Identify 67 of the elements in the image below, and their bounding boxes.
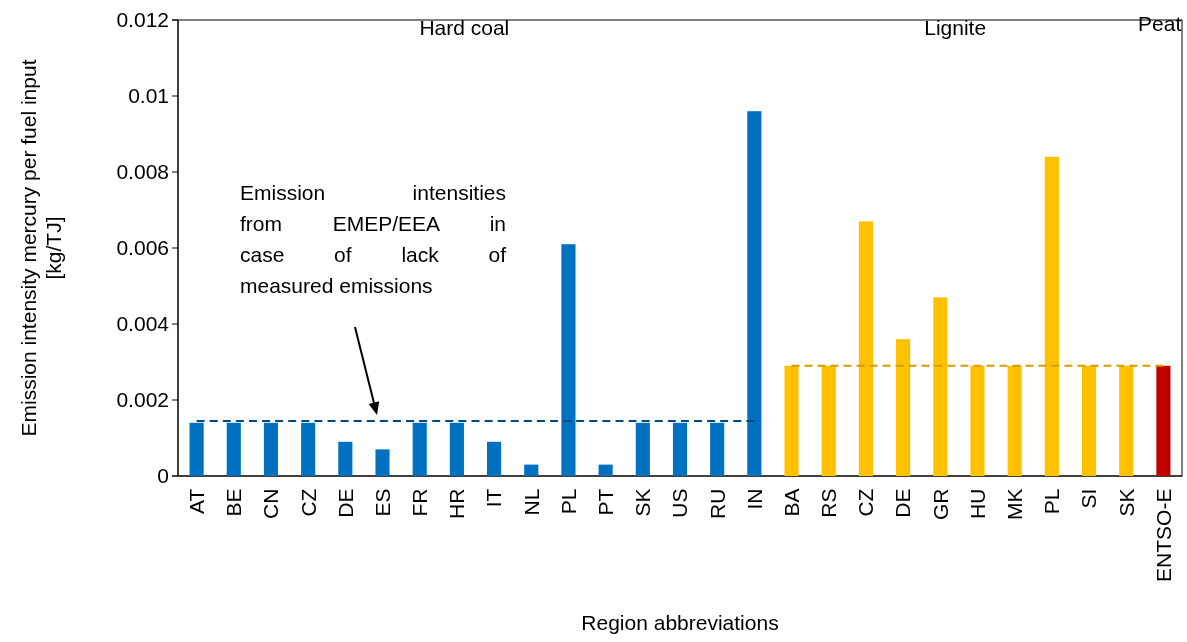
x-tick-label: PL [556, 488, 580, 515]
x-tick-label: SI [1077, 488, 1101, 509]
x-tick-label: NL [519, 488, 543, 516]
bar [784, 365, 799, 476]
x-tick-label: PT [593, 488, 617, 516]
x-tick-label: US [668, 488, 692, 518]
annotation: Hard coal [419, 16, 510, 40]
x-tick-label: HR [445, 488, 469, 519]
annotation: Peat [1138, 12, 1182, 36]
bar [412, 422, 427, 476]
y-axis-title: Emission intensity mercury per fuel input [kg/TJ] [17, 59, 66, 437]
y-tick-label: 0 [157, 463, 169, 487]
bar [449, 422, 464, 476]
x-tick-label: HU [965, 488, 989, 519]
bar [561, 244, 576, 476]
bar [821, 365, 836, 476]
bar [263, 422, 279, 476]
bar [970, 365, 985, 476]
bar [747, 111, 762, 476]
x-axis-title: Region abbreviations [581, 611, 779, 634]
x-tick-label: ENTSO-E [1151, 488, 1175, 582]
x-tick-label: CN [259, 488, 283, 519]
x-tick-label: RU [705, 488, 729, 519]
x-tick-label: MK [1003, 488, 1027, 521]
x-tick-label: PL [1040, 488, 1064, 515]
y-tick-label: 0.006 [116, 235, 169, 259]
bar [1156, 365, 1171, 476]
bar [933, 297, 948, 476]
bar [1007, 365, 1022, 476]
bar [375, 449, 390, 476]
bar [672, 422, 688, 476]
x-tick-label: DE [891, 488, 915, 518]
x-tick-label: RS [817, 488, 841, 518]
y-tick-label: 0.012 [116, 7, 169, 31]
y-tick-label: 0.01 [128, 83, 169, 107]
y-tick-label: 0.008 [116, 159, 169, 183]
x-tick-label: AT [184, 488, 208, 514]
bar [710, 422, 725, 476]
bar [487, 441, 502, 476]
bar [524, 464, 539, 476]
bar [338, 441, 353, 476]
x-tick-label: CZ [296, 488, 320, 517]
bar [635, 422, 650, 476]
bar [301, 422, 316, 476]
y-tick-label: 0.004 [116, 311, 170, 335]
bar [189, 422, 204, 476]
bar [598, 464, 613, 476]
bar [896, 339, 911, 476]
x-tick-label: DE [333, 488, 357, 518]
x-tick-label: SK [631, 488, 655, 517]
x-tick-label: FR [408, 488, 432, 517]
x-tick-label: BA [779, 488, 803, 517]
x-tick-label: IN [742, 488, 766, 510]
annotation: Emission intensities from EMEP/EEA in case of lack of measured emissions [240, 181, 507, 297]
bar [226, 422, 241, 476]
bar [1081, 365, 1097, 476]
bar [858, 221, 873, 476]
bar [1044, 156, 1059, 476]
x-tick-label: IT [482, 488, 506, 508]
x-tick-label: SK [1114, 488, 1138, 517]
y-tick-label: 0.002 [116, 387, 169, 411]
x-tick-label: BE [222, 488, 246, 517]
x-tick-label: CZ [854, 488, 878, 517]
x-tick-label: ES [370, 488, 394, 517]
bar [1119, 365, 1134, 476]
annotation: Lignite [924, 16, 987, 40]
x-tick-label: GR [928, 488, 952, 521]
